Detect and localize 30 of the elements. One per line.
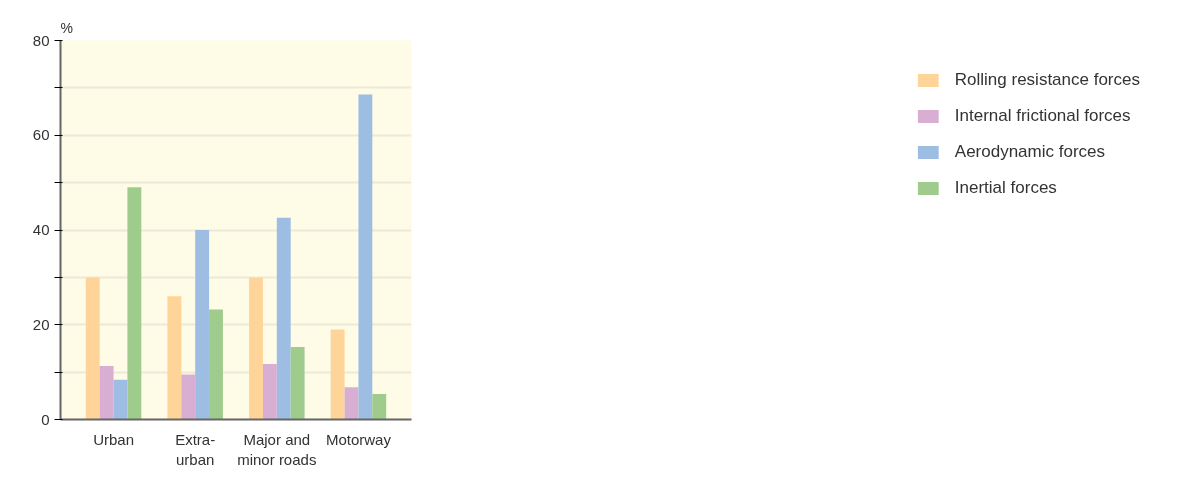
bar (276, 217, 291, 420)
bar (330, 329, 345, 420)
x-tick-label: Major and minor roads (237, 430, 317, 468)
bar (113, 379, 128, 420)
bar (85, 277, 100, 420)
y-tick-label: 40 (32, 221, 50, 238)
bar (262, 364, 277, 420)
bar (344, 387, 359, 420)
bar (167, 296, 182, 420)
bar (181, 374, 196, 420)
bar (209, 309, 223, 420)
x-tick-label: Motorway (325, 430, 392, 448)
bar (127, 187, 142, 420)
legend-label: Inertial forces (954, 178, 1057, 198)
legend-label: Internal frictional forces (954, 106, 1131, 126)
bar (290, 347, 305, 420)
bar (358, 94, 373, 420)
y-tick-label: 80 (32, 31, 50, 49)
bar (99, 365, 114, 420)
legend-label: Rolling resistance forces (954, 70, 1140, 90)
y-tick-label: 0 (41, 410, 50, 428)
bar (372, 393, 387, 420)
y-axis-title: % (60, 19, 73, 36)
y-tick-label: 60 (32, 126, 50, 144)
bar (249, 277, 263, 420)
x-tick-label: Extra- urban (175, 430, 216, 468)
bar (195, 230, 210, 420)
y-tick-label: 20 (32, 315, 50, 333)
legend-label: Aerodynamic forces (954, 142, 1106, 162)
x-tick-label: Urban (93, 430, 134, 448)
